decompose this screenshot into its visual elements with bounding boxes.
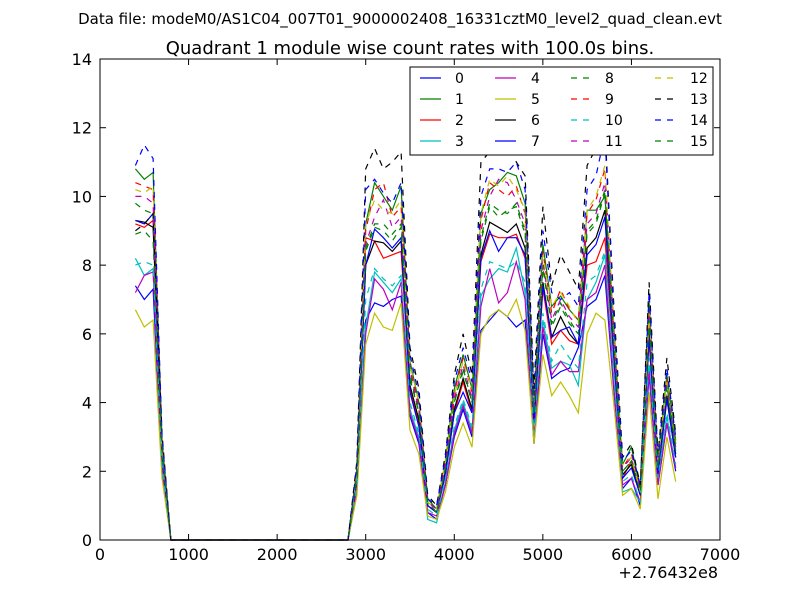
legend-label: 12 bbox=[690, 71, 708, 87]
series-line-15 bbox=[135, 189, 677, 541]
y-tick-label: 0 bbox=[82, 531, 92, 550]
legend-entry-3: 3 bbox=[420, 134, 464, 150]
y-tick-label: 8 bbox=[82, 256, 92, 275]
series-line-14 bbox=[134, 134, 677, 541]
legend-entry-15: 15 bbox=[655, 134, 708, 150]
legend-label: 8 bbox=[605, 71, 614, 87]
legend-entry-6: 6 bbox=[495, 113, 540, 129]
legend-entry-12: 12 bbox=[655, 71, 708, 87]
legend-label: 13 bbox=[690, 92, 708, 108]
axes-frame bbox=[99, 58, 721, 541]
series-line-5 bbox=[134, 297, 677, 541]
legend-entry-10: 10 bbox=[571, 113, 623, 129]
legend-entry-1: 1 bbox=[420, 92, 464, 108]
legend-entry-0: 0 bbox=[420, 71, 464, 87]
y-tick-label: 6 bbox=[82, 325, 92, 344]
legend-label: 11 bbox=[605, 134, 623, 150]
legend-entry-14: 14 bbox=[655, 113, 708, 129]
y-tick-label: 10 bbox=[72, 187, 92, 206]
series-line-7 bbox=[135, 212, 677, 541]
legend-entry-11: 11 bbox=[571, 134, 623, 150]
legend-entry-4: 4 bbox=[495, 71, 540, 87]
y-tick-label: 4 bbox=[82, 394, 92, 413]
legend-entry-7: 7 bbox=[495, 134, 540, 150]
legend-label: 10 bbox=[605, 113, 623, 129]
legend-label: 5 bbox=[531, 92, 540, 108]
legend-label: 9 bbox=[605, 92, 614, 108]
suptitle: Data file: modeM0/AS1C04_007T01_90000024… bbox=[78, 10, 722, 29]
series-line-4 bbox=[134, 259, 677, 541]
series-line-11 bbox=[135, 178, 677, 541]
legend-label: 7 bbox=[531, 134, 540, 150]
legend-entry-13: 13 bbox=[655, 92, 708, 108]
chart-title: Quadrant 1 module wise count rates with … bbox=[166, 38, 655, 59]
x-tick-label: 6000 bbox=[611, 545, 652, 564]
legend-label: 3 bbox=[455, 134, 464, 150]
legend-label: 14 bbox=[690, 113, 708, 129]
x-tick-label: 2000 bbox=[257, 545, 298, 564]
series-line-9 bbox=[135, 168, 677, 541]
x-offset-label: +2.76432e8 bbox=[618, 563, 718, 582]
legend-entry-5: 5 bbox=[495, 92, 540, 108]
legend-label: 1 bbox=[455, 92, 464, 108]
legend-entry-8: 8 bbox=[571, 71, 614, 87]
legend-label: 2 bbox=[455, 113, 464, 129]
x-tick-label: 7000 bbox=[700, 545, 741, 564]
y-tick-label: 12 bbox=[72, 119, 92, 138]
y-tick-label: 2 bbox=[82, 462, 92, 481]
legend-label: 6 bbox=[531, 113, 540, 129]
x-tick-label: 4000 bbox=[434, 545, 475, 564]
legend-entry-2: 2 bbox=[420, 113, 464, 129]
x-tick-label: 5000 bbox=[522, 545, 563, 564]
x-tick-label: 1000 bbox=[168, 545, 209, 564]
legend-box bbox=[409, 66, 714, 156]
series-line-10 bbox=[135, 251, 677, 541]
legend-label: 0 bbox=[455, 71, 464, 87]
x-tick-label: 3000 bbox=[345, 545, 386, 564]
series-layer bbox=[134, 126, 677, 541]
legend-label: 4 bbox=[531, 71, 540, 87]
legend-entry-9: 9 bbox=[571, 92, 614, 108]
x-tick-label: 0 bbox=[95, 545, 105, 564]
legend-label: 15 bbox=[690, 134, 708, 150]
y-tick-label: 14 bbox=[72, 50, 92, 69]
